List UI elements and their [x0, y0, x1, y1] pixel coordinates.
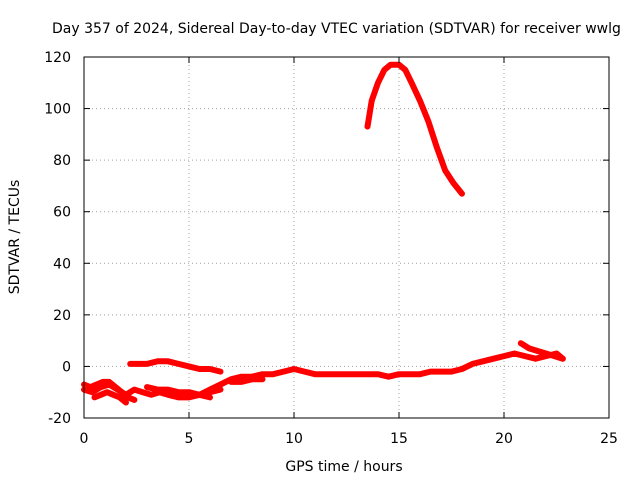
series-layer — [81, 61, 566, 406]
x-tick-label: 15 — [390, 431, 408, 447]
series-line-track-peak — [364, 61, 465, 197]
plot-frame — [83, 56, 610, 419]
y-tick-label: 120 — [44, 50, 71, 66]
x-tick-label: 25 — [600, 431, 618, 447]
chart-title: Day 357 of 2024, Sidereal Day-to-day VTE… — [52, 21, 621, 37]
x-tick-label: 20 — [495, 431, 513, 447]
y-tick-label: 20 — [53, 308, 71, 324]
series-line-track-f — [196, 350, 566, 398]
series-line-track-g — [228, 376, 266, 385]
y-tick-label: 100 — [44, 102, 71, 118]
y-tick-label: 60 — [53, 205, 71, 221]
series-line-track-c — [91, 389, 129, 406]
x-axis-label: GPS time / hours — [285, 459, 402, 475]
axis-ticks: 0 5 10 15 20 25 -20 0 20 40 60 80 100 120 — [44, 50, 618, 447]
x-tick-label: 5 — [185, 431, 194, 447]
x-tick-label: 0 — [80, 431, 89, 447]
y-tick-label: 80 — [53, 153, 71, 169]
series-line-track-b — [81, 378, 138, 403]
y-tick-label: -20 — [48, 411, 71, 427]
series-line-track-d — [127, 358, 224, 375]
x-tick-label: 10 — [285, 431, 303, 447]
y-tick-label: 0 — [62, 359, 71, 375]
y-tick-label: 40 — [53, 256, 71, 272]
series-line-track-h — [517, 340, 566, 362]
y-axis-label: SDTVAR / TECUs — [7, 180, 23, 295]
